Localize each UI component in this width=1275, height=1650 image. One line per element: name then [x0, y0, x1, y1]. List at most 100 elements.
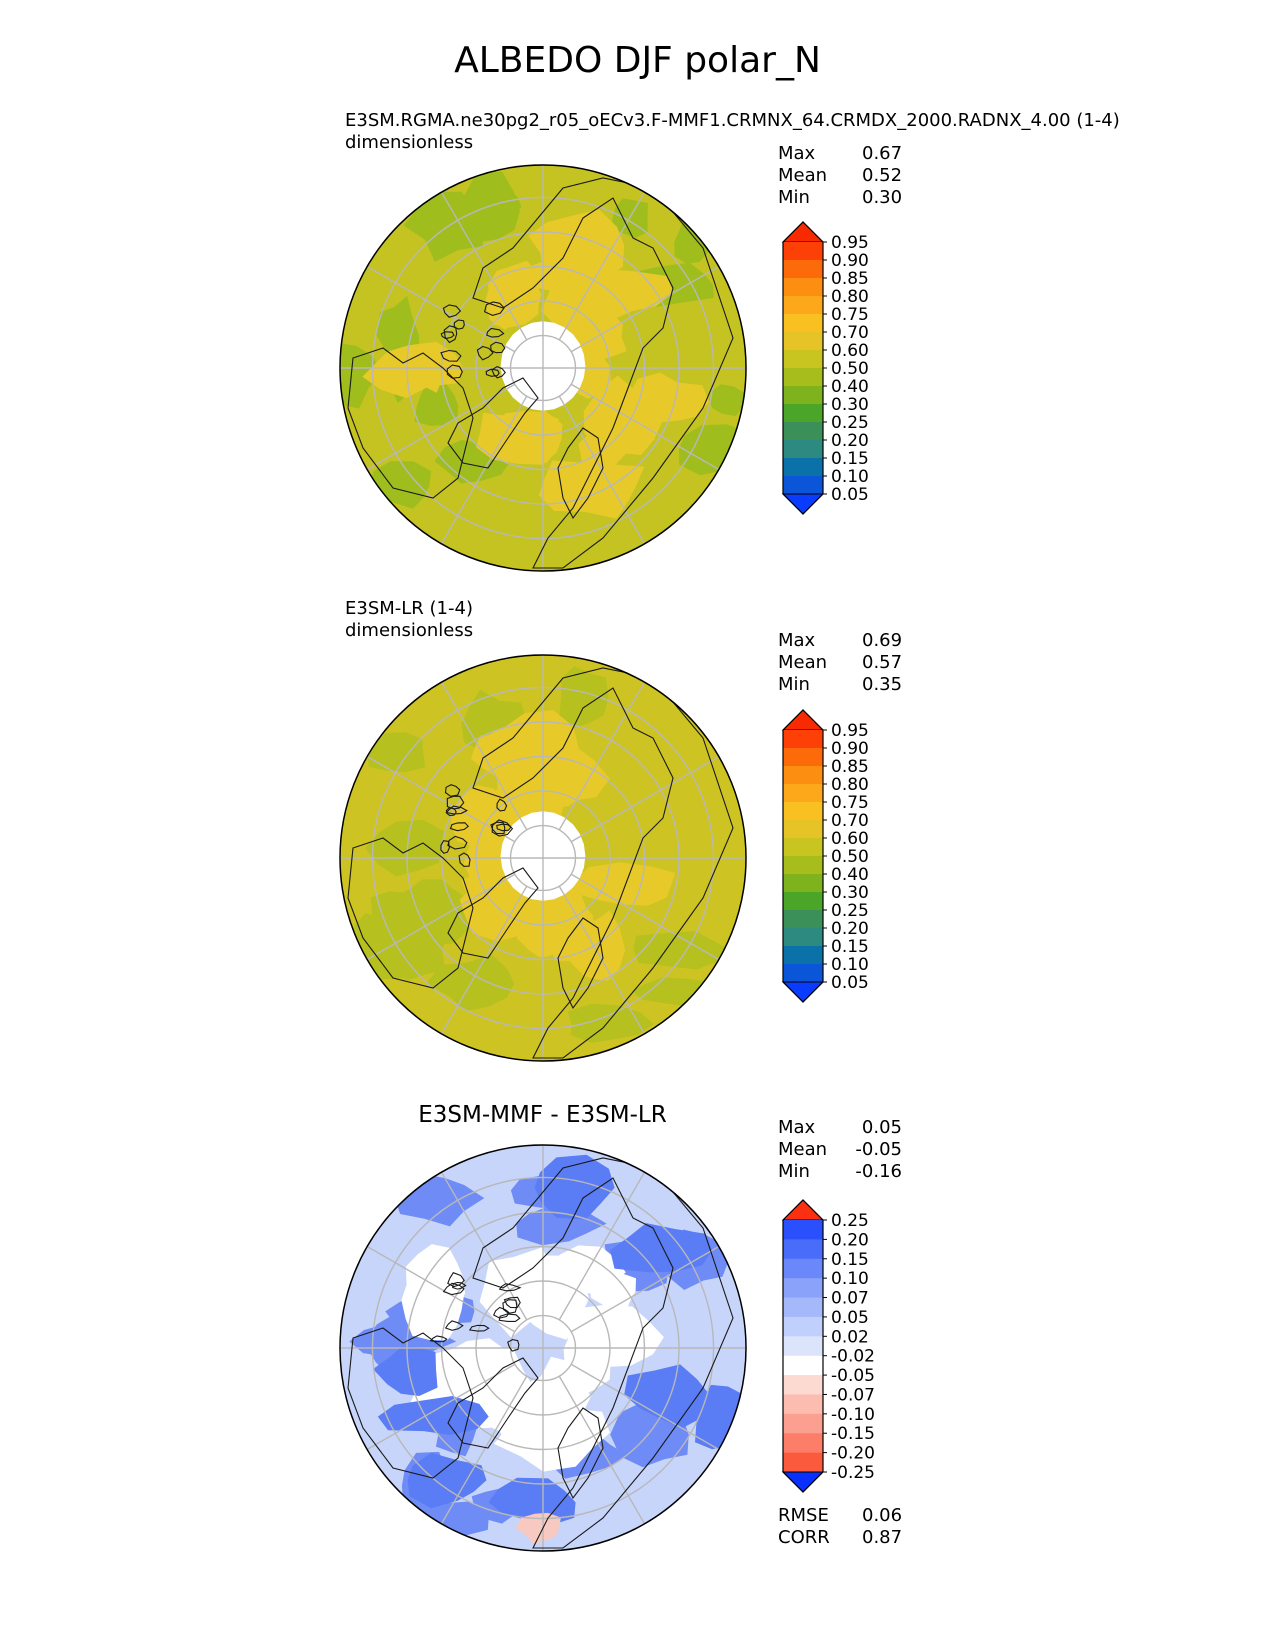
map-patch-positive: [515, 1512, 561, 1545]
colorbar-min-arrow: [781, 1471, 825, 1493]
colorbar-1: 0.950.900.850.800.750.700.600.500.400.30…: [781, 221, 869, 515]
colorbar-segment: [783, 892, 823, 911]
colorbar-segment: [783, 1394, 823, 1415]
map-patch-low: [633, 931, 731, 970]
colorbar-segment: [783, 1355, 823, 1376]
colorbar-tick-label: -0.07: [831, 1385, 875, 1405]
colorbar-tick-label: 0.20: [831, 431, 869, 451]
colorbar-tick-label: 0.05: [831, 973, 869, 993]
colorbar-tick-label: 0.90: [831, 739, 869, 759]
colorbar-segment: [783, 296, 823, 315]
colorbar-tick-label: 0.25: [831, 901, 869, 921]
map-patch-low: [679, 424, 746, 476]
map-patch-low: [365, 819, 445, 877]
panel3-min-value: -0.16: [855, 1161, 902, 1182]
map-graticule: [340, 655, 746, 1061]
map-patch-high: [523, 1356, 592, 1432]
colorbar-segment: [783, 440, 823, 459]
colorbar-max-arrow: [781, 221, 825, 243]
panel1-mean-label: Mean: [778, 165, 828, 186]
colorbar-segment: [783, 838, 823, 857]
colorbar-min-arrow: [781, 493, 825, 515]
colorbar-segment: [783, 766, 823, 785]
map-patch-negative: [624, 1364, 710, 1429]
map-patch-negative: [377, 1396, 489, 1435]
colorbar-tick-label: 0.85: [831, 269, 869, 289]
colorbar-segment: [783, 350, 823, 369]
colorbar-segment: [783, 1297, 823, 1318]
colorbar-tick-label: 0.95: [831, 233, 869, 253]
colorbar-segment: [783, 278, 823, 297]
colorbar-segment: [783, 422, 823, 441]
map-patch-high: [483, 710, 579, 784]
colorbar-tick-label: -0.02: [831, 1347, 875, 1367]
colorbar-segment: [783, 802, 823, 821]
colorbar-min-arrow: [781, 981, 825, 1003]
colorbar-max-arrow: [781, 709, 825, 731]
colorbar-tick-label: -0.10: [831, 1405, 875, 1425]
map-border: [339, 164, 747, 572]
colorbar-tick-label: 0.85: [831, 757, 869, 777]
colorbar-tick-label: 0.20: [831, 919, 869, 939]
colorbar-segment: [783, 242, 823, 261]
colorbar-segment: [783, 784, 823, 803]
panel3-title: E3SM-MMF - E3SM-LR: [418, 1102, 667, 1128]
panel2-units: dimensionless: [345, 620, 474, 641]
colorbar-tick-label: 0.05: [831, 485, 869, 505]
panel2-title: E3SM-LR (1-4): [345, 598, 473, 619]
colorbar-max-arrow: [781, 1199, 825, 1221]
map-patch-low: [403, 191, 483, 262]
panel3-mean-label: Mean: [778, 1139, 828, 1160]
colorbar-segment: [783, 458, 823, 477]
colorbar-tick-label: 0.70: [831, 811, 869, 831]
map-patch-negative: [373, 1346, 438, 1396]
panel2-mean-label: Mean: [778, 652, 828, 673]
panel1-min-label: Min: [778, 187, 810, 208]
colorbar-segment: [783, 476, 823, 495]
colorbar-tick-label: -0.20: [831, 1444, 875, 1464]
colorbar-segment: [783, 964, 823, 983]
panel1-max-label: Max: [778, 143, 816, 164]
colorbar-tick-label: 0.40: [831, 377, 869, 397]
map-patch-negative: [534, 1154, 615, 1220]
colorbar-tick-label: 0.40: [831, 865, 869, 885]
panel3-rmse-value: 0.06: [862, 1505, 903, 1526]
colorbar-tick-label: 0.10: [831, 1269, 869, 1289]
panel1-title: E3SM.RGMA.ne30pg2_r05_oECv3.F-MMF1.CRMNX…: [345, 110, 1120, 131]
panel2-max-label: Max: [778, 630, 816, 651]
colorbar-segment: [783, 1452, 823, 1473]
colorbar-tick-label: 0.95: [831, 721, 869, 741]
polar-map-2: [339, 654, 747, 1062]
figure-title: ALBEDO DJF polar_N: [454, 40, 821, 81]
colorbar-segment: [783, 314, 823, 333]
panel2-mean-value: 0.57: [862, 652, 903, 673]
panel3-corr-value: 0.87: [862, 1527, 903, 1548]
colorbar-segment: [783, 260, 823, 279]
panel3-corr-label: CORR: [778, 1527, 830, 1548]
map-patch-low: [559, 666, 609, 729]
colorbar-tick-label: 0.15: [831, 449, 869, 469]
colorbar-segment: [783, 404, 823, 423]
colorbar-segment: [783, 910, 823, 929]
colorbar-tick-label: -0.05: [831, 1366, 875, 1386]
map-patch-low: [414, 380, 459, 426]
colorbar-segment: [783, 1433, 823, 1454]
map-patch-low: [709, 384, 745, 417]
polar-map-3: [339, 1144, 747, 1552]
colorbar-segment: [783, 1220, 823, 1240]
colorbar-tick-label: 0.07: [831, 1289, 869, 1309]
colorbar-tick-label: 0.30: [831, 395, 869, 415]
map-coastlines: [347, 667, 734, 1059]
colorbar-segment: [783, 730, 823, 749]
colorbar-tick-label: 0.10: [831, 467, 869, 487]
colorbar-segment: [783, 856, 823, 875]
panel2-min-value: 0.35: [862, 674, 903, 695]
colorbar-tick-label: 0.50: [831, 847, 869, 867]
colorbar-tick-label: 0.80: [831, 775, 869, 795]
colorbar-tick-label: 0.75: [831, 305, 869, 325]
map-patch-low: [340, 342, 381, 409]
map-coastlines: [347, 177, 734, 569]
polar-map-1: [339, 164, 747, 572]
colorbar-segment: [783, 1239, 823, 1260]
colorbar-tick-label: 0.25: [831, 1211, 869, 1231]
